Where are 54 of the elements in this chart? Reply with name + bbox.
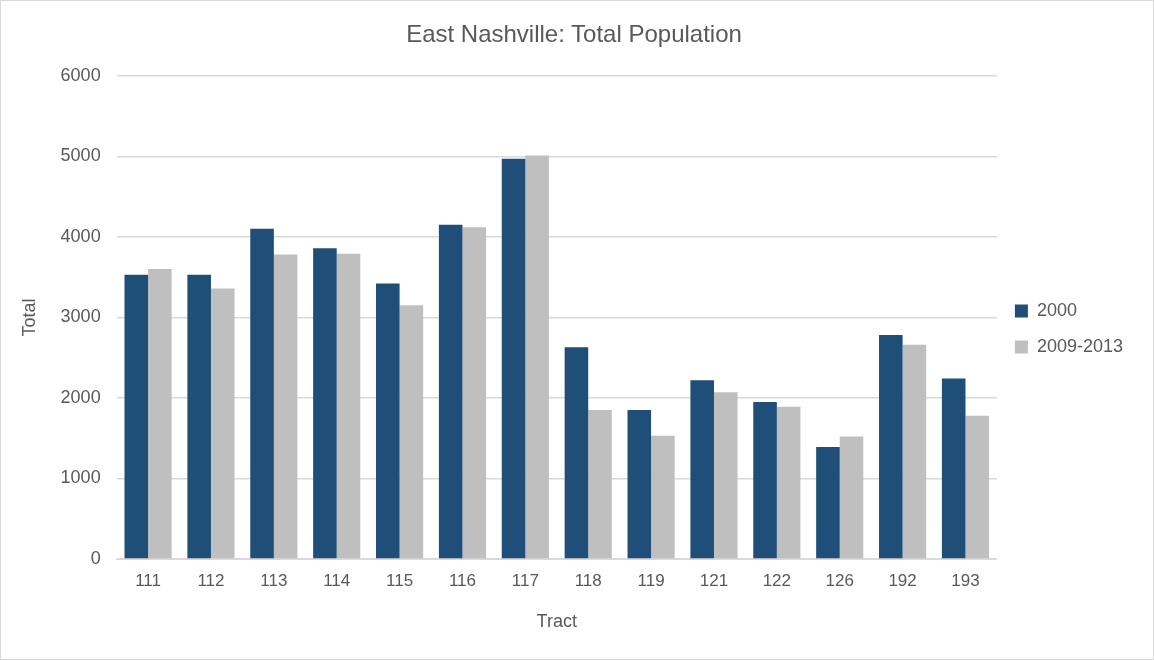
- bar: [564, 347, 589, 559]
- x-tick-label: 111: [135, 570, 161, 590]
- bar: [399, 305, 424, 559]
- x-tick-label: 121: [699, 570, 729, 590]
- bar: [501, 158, 526, 559]
- y-tick-label: 3000: [60, 306, 101, 327]
- x-tick-label: 122: [762, 570, 792, 590]
- bar: [941, 378, 966, 559]
- bar: [187, 274, 211, 559]
- bar: [376, 283, 400, 559]
- x-tick-label: 115: [386, 570, 414, 590]
- y-axis-title: Total: [18, 298, 39, 337]
- bar: [313, 248, 337, 559]
- bar: [965, 415, 990, 559]
- bar: [438, 224, 463, 559]
- y-tick-label: 6000: [60, 64, 101, 85]
- bar: [776, 406, 801, 559]
- legend-label: 2000: [1036, 299, 1077, 320]
- bar: [462, 227, 487, 559]
- bar: [690, 380, 714, 559]
- bar: [210, 288, 235, 559]
- x-tick-label: 116: [448, 570, 477, 590]
- bar: [124, 274, 149, 559]
- bar: [148, 269, 172, 559]
- x-tick-label: 126: [825, 570, 854, 590]
- y-tick-label: 5000: [60, 145, 101, 166]
- x-tick-label: 118: [574, 570, 602, 590]
- bar: [902, 344, 927, 559]
- bar: [627, 410, 652, 559]
- x-tick-label: 112: [197, 570, 225, 590]
- bar: [651, 435, 675, 559]
- bar: [839, 436, 864, 559]
- y-tick-label: 4000: [60, 225, 101, 246]
- x-tick-label: 119: [637, 570, 665, 590]
- chart-title: East Nashville: Total Population: [406, 20, 742, 48]
- x-tick-label: 113: [260, 570, 288, 590]
- bar: [250, 228, 274, 559]
- x-axis-title: Tract: [536, 611, 577, 632]
- bar: [879, 335, 903, 559]
- x-tick-label: 193: [951, 570, 980, 590]
- y-tick-label: 2000: [60, 386, 101, 407]
- bar: [753, 401, 777, 559]
- bar: [816, 447, 840, 559]
- bar: [588, 410, 612, 559]
- x-tick-label: 117: [511, 570, 539, 590]
- bar: [525, 155, 549, 559]
- legend-label: 2009-2013: [1036, 335, 1124, 356]
- bar: [336, 253, 361, 559]
- y-tick-label: 1000: [60, 467, 101, 488]
- y-tick-label: 0: [90, 547, 101, 568]
- bar: [273, 254, 298, 559]
- bar: [713, 392, 738, 559]
- x-tick-label: 114: [323, 570, 351, 590]
- x-tick-label: 192: [888, 570, 917, 590]
